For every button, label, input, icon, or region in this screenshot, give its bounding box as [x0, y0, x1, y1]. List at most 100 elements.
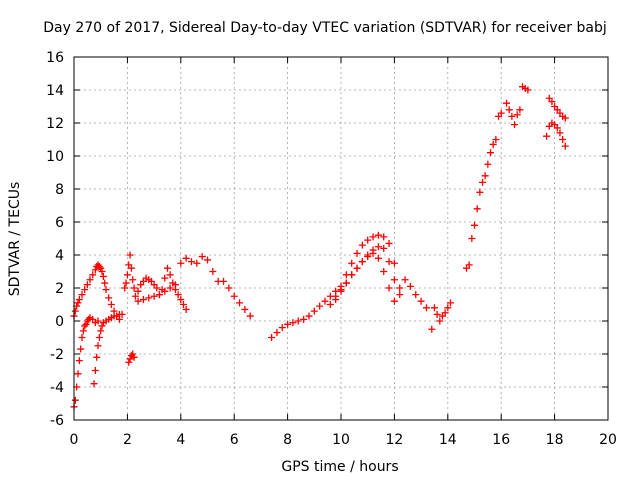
data-point — [561, 114, 569, 122]
data-point — [473, 205, 481, 213]
data-point — [548, 98, 556, 106]
data-point — [476, 188, 484, 196]
data-point — [177, 259, 185, 267]
data-point — [139, 296, 147, 304]
data-point — [105, 294, 113, 302]
data-point — [556, 129, 564, 137]
data-point — [129, 276, 137, 284]
data-point — [430, 304, 438, 312]
data-point — [89, 271, 97, 279]
data-point — [163, 264, 171, 272]
data-point — [107, 301, 115, 308]
data-point — [294, 317, 302, 325]
x-tick-label: 2 — [123, 432, 132, 448]
data-point — [481, 172, 489, 180]
data-point — [497, 109, 505, 117]
data-point — [342, 279, 350, 287]
data-point — [129, 350, 137, 358]
x-tick-label: 18 — [546, 432, 564, 448]
y-tick-label: -2 — [50, 347, 64, 363]
data-point — [332, 296, 340, 304]
grid — [74, 57, 608, 420]
y-tick-label: 10 — [46, 149, 64, 165]
data-point — [385, 258, 393, 266]
data-point — [97, 327, 105, 335]
y-tick-label: -4 — [50, 380, 64, 396]
x-tick-label: 8 — [283, 432, 292, 448]
data-point — [236, 299, 244, 307]
data-point — [353, 264, 361, 272]
data-point — [99, 272, 107, 280]
data-point — [225, 284, 233, 292]
data-point — [174, 291, 182, 299]
data-point — [446, 299, 454, 307]
data-point — [97, 264, 105, 272]
data-point — [125, 358, 133, 366]
data-point — [505, 106, 513, 114]
data-point — [220, 277, 228, 285]
data-point — [401, 276, 409, 284]
data-point — [150, 292, 158, 300]
data-point — [122, 279, 130, 287]
data-point — [289, 319, 297, 327]
data-point — [358, 241, 366, 249]
y-tick-label: -6 — [50, 413, 64, 429]
data-point — [179, 301, 187, 308]
x-tick-label: 12 — [385, 432, 403, 448]
data-point — [166, 284, 174, 292]
data-point — [82, 320, 90, 328]
data-point — [177, 296, 185, 304]
data-point — [171, 281, 179, 289]
data-point — [374, 243, 382, 251]
data-point — [348, 259, 356, 267]
data-point — [98, 268, 106, 275]
data-point — [134, 287, 142, 295]
data-point — [321, 297, 329, 305]
y-tick-label: 4 — [55, 248, 64, 264]
x-tick-label: 16 — [492, 432, 510, 448]
data-point — [284, 320, 292, 328]
data-point — [155, 291, 163, 299]
data-point — [508, 112, 516, 120]
data-point — [412, 291, 420, 299]
data-point — [396, 284, 404, 292]
data-point — [441, 309, 449, 317]
data-point — [95, 263, 103, 271]
data-point — [118, 310, 126, 318]
data-point — [385, 239, 393, 247]
data-point — [79, 327, 87, 335]
data-point — [74, 370, 82, 378]
data-point — [300, 315, 308, 323]
series-arc-3 — [90, 310, 126, 388]
data-point — [278, 324, 286, 332]
data-point — [380, 268, 388, 275]
data-point — [71, 307, 79, 315]
data-point — [369, 233, 377, 241]
data-point — [369, 249, 377, 257]
data-point — [433, 310, 441, 318]
data-point — [348, 271, 356, 279]
x-axis-label: GPS time / hours — [281, 459, 398, 475]
data-point — [81, 322, 89, 330]
data-point — [513, 111, 521, 119]
data-point — [428, 325, 436, 333]
data-point — [380, 233, 388, 241]
series-arc-2 — [70, 314, 102, 411]
data-point — [390, 297, 398, 305]
series-arc-13 — [503, 83, 532, 129]
data-point — [83, 281, 91, 289]
data-point — [90, 380, 98, 388]
data-point — [364, 253, 372, 261]
data-point — [123, 271, 131, 279]
series-arc-12 — [462, 109, 505, 272]
data-point — [182, 305, 190, 313]
data-point — [121, 284, 129, 292]
y-axis-label: SDTVAR / TECUs — [7, 182, 23, 297]
data-point — [516, 106, 524, 114]
data-point — [524, 86, 532, 94]
data-point — [153, 284, 161, 292]
y-tick-label: 14 — [46, 83, 64, 99]
data-point — [193, 259, 201, 267]
data-point — [489, 140, 497, 148]
